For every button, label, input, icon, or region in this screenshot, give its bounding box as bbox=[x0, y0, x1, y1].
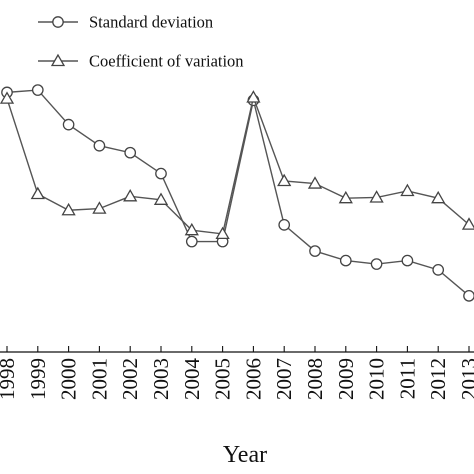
data-point-standard-deviation-2001 bbox=[93, 139, 106, 152]
data-point-standard-deviation-2004 bbox=[185, 235, 198, 248]
data-point-coefficient-of-variation-2010 bbox=[369, 190, 384, 203]
data-point-standard-deviation-2009 bbox=[339, 254, 352, 267]
data-point-coefficient-of-variation-2002 bbox=[123, 189, 138, 202]
x-axis: 1998 1999 2000 2001 2002 2003 2004 2005 2006 2007… bbox=[0, 346, 474, 400]
data-point-coefficient-of-variation-2006 bbox=[246, 90, 261, 103]
legend-marker-standard-deviation bbox=[52, 16, 64, 28]
data-point-standard-deviation-2002 bbox=[124, 146, 137, 159]
data-point-coefficient-of-variation-2005 bbox=[215, 226, 230, 240]
data-point-coefficient-of-variation-2007 bbox=[277, 173, 292, 187]
data-point-coefficient-of-variation-2000 bbox=[61, 202, 76, 216]
x-tick-label-2003: 2003 bbox=[149, 358, 173, 400]
legend: Standard deviation Coefficient of variati… bbox=[38, 13, 244, 71]
x-tick-group: 1998 1999 2000 2001 2002 2003 2004 2005 2006 2007… bbox=[0, 346, 474, 400]
x-tick-label-1999: 1999 bbox=[26, 358, 50, 400]
data-point-coefficient-of-variation-2013 bbox=[461, 217, 474, 230]
data-point-standard-deviation-2010 bbox=[370, 258, 383, 270]
x-tick-label-1998: 1998 bbox=[0, 358, 19, 400]
x-tick-label-2005: 2005 bbox=[211, 358, 235, 400]
data-point-standard-deviation-2000 bbox=[62, 118, 75, 131]
data-point-standard-deviation-2003 bbox=[155, 167, 167, 180]
x-tick-label-2002: 2002 bbox=[118, 358, 142, 400]
x-tick-label-2004: 2004 bbox=[180, 358, 204, 401]
x-tick-label-2012: 2012 bbox=[426, 358, 450, 400]
data-point-coefficient-of-variation-2009 bbox=[338, 190, 353, 204]
data-point-coefficient-of-variation-1999 bbox=[30, 186, 45, 200]
x-tick-label-2013: 2013 bbox=[457, 358, 474, 400]
data-point-coefficient-of-variation-2001 bbox=[92, 201, 107, 214]
data-point-standard-deviation-2008 bbox=[309, 245, 321, 257]
data-point-coefficient-of-variation-2012 bbox=[431, 190, 446, 204]
series-line-coefficient-of-variation bbox=[6, 95, 470, 235]
data-point-coefficient-of-variation-2008 bbox=[307, 176, 323, 189]
data-point-coefficient-of-variation-2011 bbox=[400, 183, 415, 197]
x-tick-label-2009: 2009 bbox=[334, 358, 358, 400]
x-tick-label-2001: 2001 bbox=[87, 358, 111, 400]
data-point-coefficient-of-variation-1998 bbox=[0, 91, 15, 104]
plot-area bbox=[0, 84, 474, 302]
series-line-standard-deviation bbox=[6, 89, 470, 297]
data-point-standard-deviation-2011 bbox=[401, 254, 414, 267]
x-axis-title: Year bbox=[223, 442, 267, 468]
legend-item-standard-deviation: Standard deviation bbox=[38, 13, 213, 32]
data-point-standard-deviation-2013 bbox=[463, 289, 474, 302]
x-tick-label-2007: 2007 bbox=[272, 358, 296, 400]
x-tick-label-2008: 2008 bbox=[303, 358, 327, 400]
legend-label-coefficient-of-variation: Coefficient of variation bbox=[89, 52, 244, 71]
legend-item-coefficient-of-variation: Coefficient of variation bbox=[38, 52, 244, 71]
x-tick-label-2011: 2011 bbox=[395, 358, 419, 399]
data-point-standard-deviation-1999 bbox=[31, 84, 44, 96]
legend-label-standard-deviation: Standard deviation bbox=[89, 13, 213, 32]
x-tick-label-2000: 2000 bbox=[57, 358, 81, 400]
data-point-standard-deviation-2012 bbox=[432, 264, 445, 276]
data-point-coefficient-of-variation-2003 bbox=[153, 192, 169, 205]
x-tick-label-2006: 2006 bbox=[241, 358, 265, 400]
x-tick-label-2010: 2010 bbox=[365, 358, 389, 400]
legend-marker-coefficient-of-variation bbox=[50, 53, 66, 67]
data-point-coefficient-of-variation-2004 bbox=[184, 222, 199, 236]
data-point-standard-deviation-2007 bbox=[278, 218, 291, 231]
